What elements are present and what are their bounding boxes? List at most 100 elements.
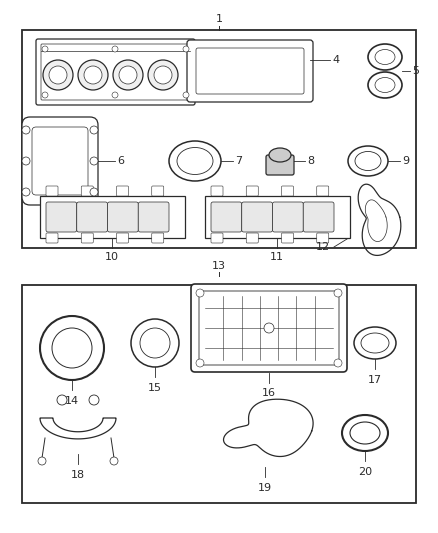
FancyBboxPatch shape [317,233,329,243]
Bar [22,30,416,248]
Ellipse shape [342,415,388,451]
Ellipse shape [368,72,402,98]
FancyBboxPatch shape [282,233,293,243]
FancyBboxPatch shape [317,186,329,196]
Circle shape [84,66,102,84]
Circle shape [43,60,73,90]
Text: 18: 18 [71,470,85,480]
Circle shape [42,46,48,52]
Text: 2: 2 [217,56,224,66]
Circle shape [90,188,98,196]
Text: 6: 6 [117,156,124,166]
FancyBboxPatch shape [107,202,138,232]
Circle shape [119,66,137,84]
Ellipse shape [269,148,291,162]
Circle shape [42,92,48,98]
Text: 12: 12 [316,242,330,252]
Circle shape [112,46,118,52]
Circle shape [112,92,118,98]
Ellipse shape [375,50,395,64]
Circle shape [196,359,204,367]
FancyBboxPatch shape [246,186,258,196]
FancyBboxPatch shape [41,44,190,100]
FancyBboxPatch shape [117,186,128,196]
Text: 1: 1 [215,14,223,24]
Circle shape [90,157,98,165]
Ellipse shape [348,146,388,176]
Circle shape [22,126,30,134]
Circle shape [140,328,170,358]
Circle shape [22,188,30,196]
FancyBboxPatch shape [266,155,294,175]
Ellipse shape [177,148,213,174]
FancyBboxPatch shape [46,233,58,243]
FancyBboxPatch shape [117,233,128,243]
Ellipse shape [368,44,402,70]
Text: 9: 9 [402,156,409,166]
FancyBboxPatch shape [242,202,272,232]
Circle shape [264,323,274,333]
Text: 4: 4 [332,55,339,65]
Text: 7: 7 [235,156,242,166]
FancyBboxPatch shape [32,127,88,195]
Text: 20: 20 [358,467,372,477]
Text: 19: 19 [258,483,272,493]
Circle shape [183,46,189,52]
Text: 11: 11 [270,252,284,262]
Circle shape [154,66,172,84]
Circle shape [148,60,178,90]
Circle shape [89,395,99,405]
Text: 14: 14 [65,396,79,406]
FancyBboxPatch shape [196,48,304,94]
Text: 13: 13 [212,261,226,271]
FancyBboxPatch shape [282,186,293,196]
Text: 17: 17 [368,375,382,385]
FancyBboxPatch shape [199,291,339,365]
Circle shape [40,316,104,380]
Circle shape [57,395,67,405]
Ellipse shape [355,151,381,171]
Text: 5: 5 [412,66,419,76]
FancyBboxPatch shape [152,233,164,243]
Circle shape [334,289,342,297]
Circle shape [52,328,92,368]
FancyBboxPatch shape [22,117,98,205]
Circle shape [196,289,204,297]
Bar [22,285,416,503]
FancyBboxPatch shape [272,202,303,232]
FancyBboxPatch shape [187,40,313,102]
FancyBboxPatch shape [191,284,347,372]
Text: 15: 15 [148,383,162,393]
Circle shape [22,157,30,165]
Ellipse shape [375,77,395,93]
FancyBboxPatch shape [138,202,169,232]
FancyBboxPatch shape [46,186,58,196]
FancyBboxPatch shape [81,233,93,243]
Ellipse shape [354,327,396,359]
FancyBboxPatch shape [246,233,258,243]
Text: 3: 3 [217,78,224,88]
FancyBboxPatch shape [81,186,93,196]
FancyBboxPatch shape [36,39,195,105]
Text: 10: 10 [105,252,119,262]
Bar [205,196,350,238]
Circle shape [110,457,118,465]
FancyBboxPatch shape [46,202,77,232]
Circle shape [183,92,189,98]
Text: 16: 16 [262,388,276,398]
FancyBboxPatch shape [211,233,223,243]
FancyBboxPatch shape [77,202,107,232]
Circle shape [131,319,179,367]
Circle shape [38,457,46,465]
Bar [40,196,185,238]
Text: 8: 8 [307,156,314,166]
Ellipse shape [350,422,380,444]
FancyBboxPatch shape [152,186,164,196]
Circle shape [49,66,67,84]
Circle shape [334,359,342,367]
Circle shape [113,60,143,90]
Circle shape [90,126,98,134]
Ellipse shape [169,141,221,181]
Polygon shape [40,418,116,439]
Ellipse shape [361,333,389,353]
